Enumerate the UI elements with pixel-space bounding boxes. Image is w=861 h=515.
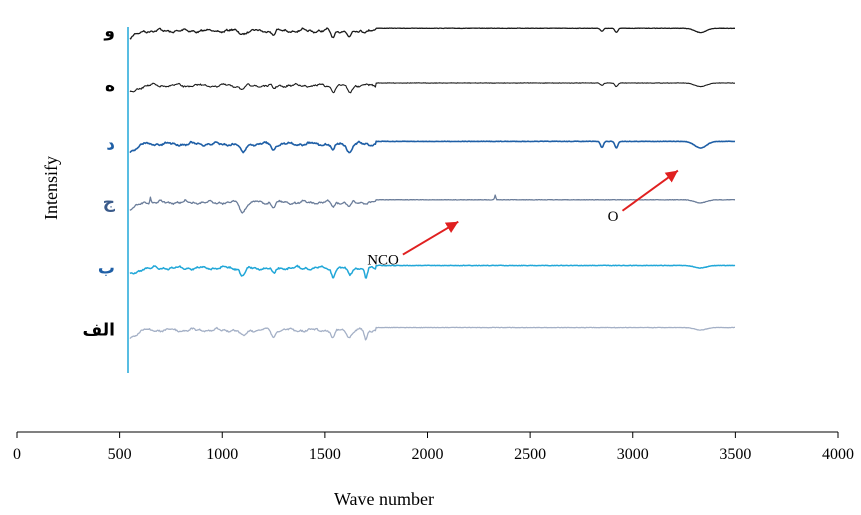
x-tick-label: 2500 <box>514 446 546 463</box>
annotation-label: NCO <box>367 253 399 269</box>
x-tick-label: 3500 <box>719 446 751 463</box>
series-line <box>129 326 735 341</box>
series-line <box>129 264 736 279</box>
x-tick-label: 4000 <box>822 446 854 463</box>
annotation-arrow <box>621 169 679 212</box>
series-line <box>129 140 736 154</box>
x-tick-label: 3000 <box>617 446 649 463</box>
y-axis-title: Intensify <box>41 156 61 220</box>
x-axis-group: 0 500 1000 1500 2000 2500 3000 3500 4000 <box>13 431 854 463</box>
series-labels-group: و ه د ج ب الف <box>83 21 116 340</box>
series-label: و <box>103 21 115 41</box>
x-tick-label: 2000 <box>412 446 444 463</box>
x-tick-label: 500 <box>108 446 132 463</box>
series-label: الف <box>83 321 115 341</box>
annotation-label: O <box>608 209 619 225</box>
annotations-group: NCO O <box>367 169 679 269</box>
series-label: ب <box>98 259 115 279</box>
x-tick-label: 1000 <box>206 446 238 463</box>
series-label: ه <box>105 76 115 96</box>
annotation-arrow <box>402 220 459 256</box>
plot-lines-group <box>129 27 736 341</box>
x-axis-title: Wave number <box>334 489 434 509</box>
series-label: ج <box>103 193 116 213</box>
series-line <box>129 82 735 94</box>
series-label: د <box>106 134 115 154</box>
series-line <box>129 194 736 214</box>
x-tick-label: 0 <box>13 446 21 463</box>
x-tick-label: 1500 <box>309 446 341 463</box>
series-line <box>129 27 735 40</box>
